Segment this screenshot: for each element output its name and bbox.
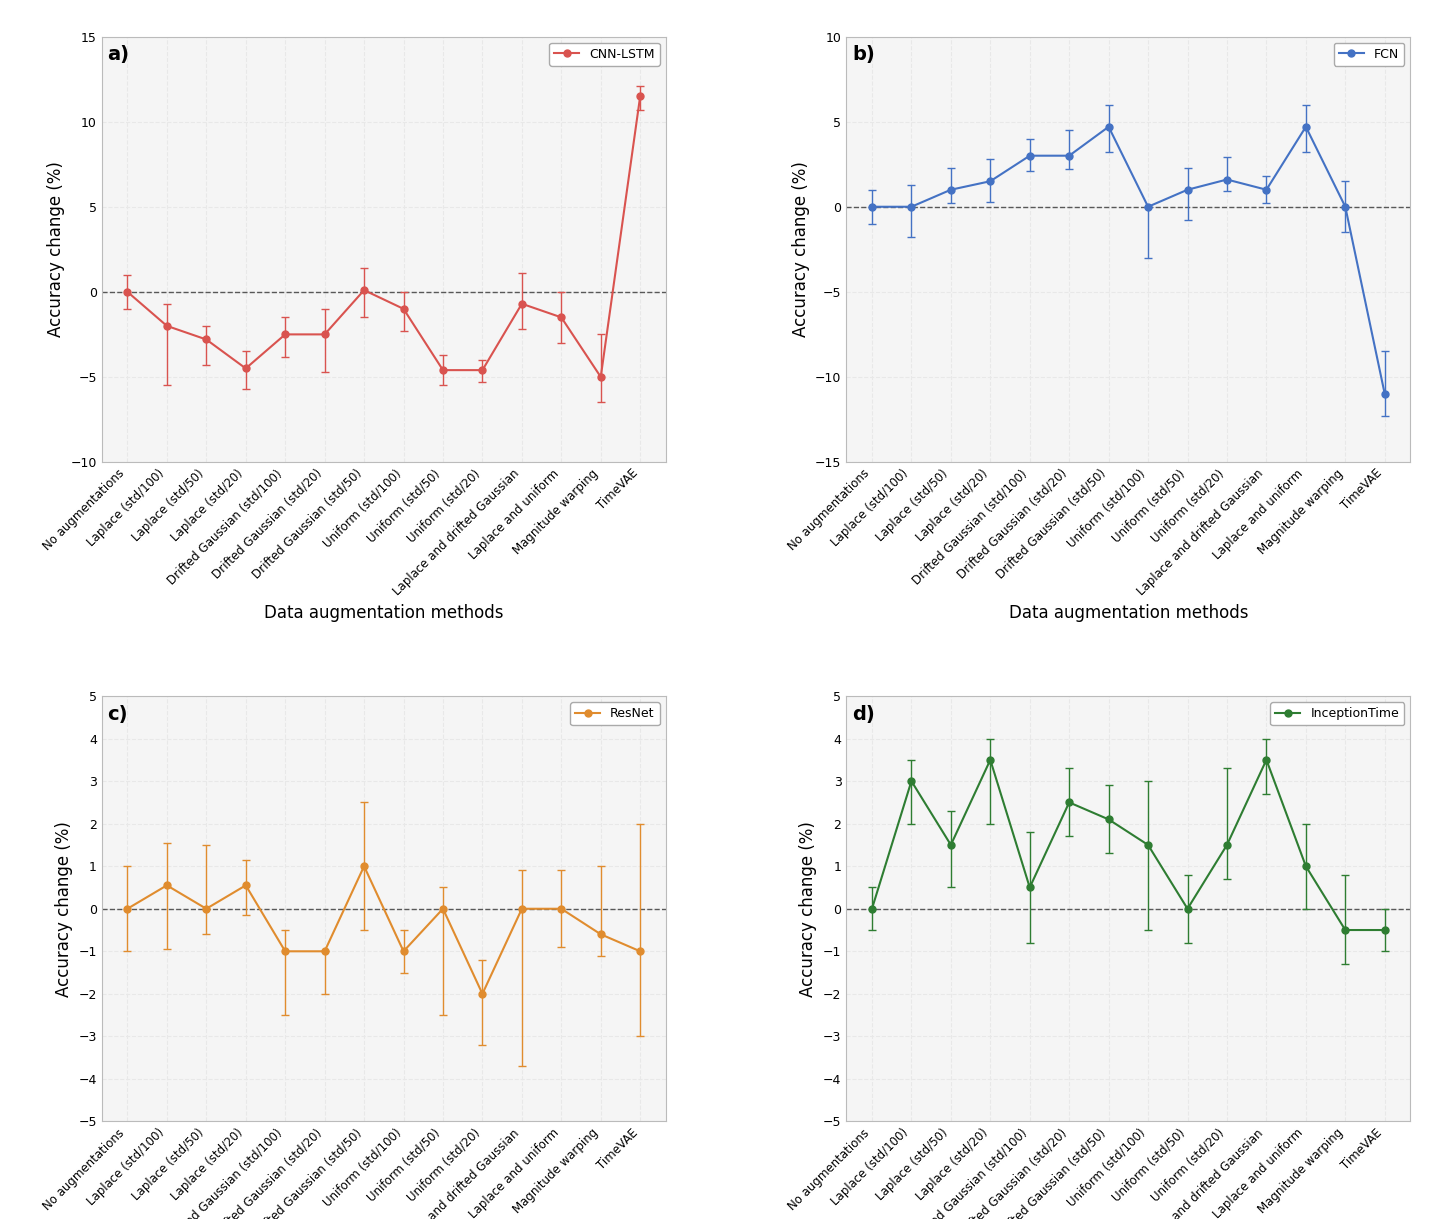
Text: b): b): [852, 45, 875, 65]
Legend: FCN: FCN: [1333, 43, 1405, 66]
X-axis label: Data augmentation methods: Data augmentation methods: [1009, 603, 1248, 622]
Legend: InceptionTime: InceptionTime: [1271, 702, 1405, 725]
Y-axis label: Accuracy change (%): Accuracy change (%): [55, 820, 73, 997]
Y-axis label: Accuracy change (%): Accuracy change (%): [800, 820, 817, 997]
Legend: ResNet: ResNet: [570, 702, 660, 725]
Text: a): a): [108, 45, 129, 65]
Y-axis label: Accuracy change (%): Accuracy change (%): [47, 161, 65, 338]
Legend: CNN-LSTM: CNN-LSTM: [550, 43, 660, 66]
Text: c): c): [108, 705, 128, 724]
X-axis label: Data augmentation methods: Data augmentation methods: [265, 603, 503, 622]
Text: d): d): [852, 705, 875, 724]
Y-axis label: Accuracy change (%): Accuracy change (%): [791, 161, 810, 338]
